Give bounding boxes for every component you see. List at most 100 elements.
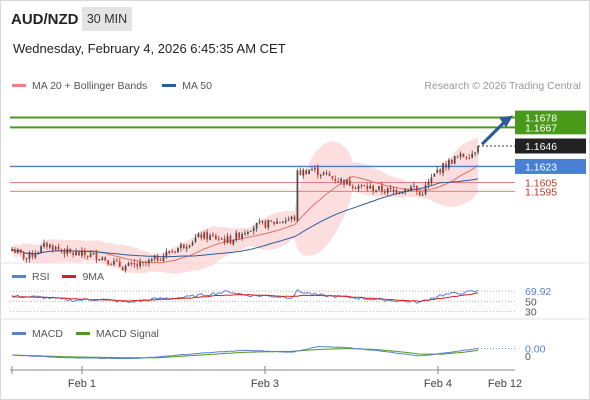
candle-body	[316, 167, 319, 175]
candle-body	[37, 252, 40, 254]
candle-body	[354, 188, 357, 190]
candle-body	[395, 190, 398, 194]
candle-body	[410, 186, 412, 191]
rsi-axis-label-30: 30	[525, 306, 537, 318]
candle-body	[215, 235, 217, 240]
macd-axis-label-0: 0	[525, 351, 531, 363]
candle-body	[389, 187, 392, 190]
candle-body	[281, 221, 284, 224]
x-tick-label-Feb-1: Feb 1	[68, 378, 96, 390]
candle-body	[375, 190, 377, 192]
candle-body	[212, 234, 214, 236]
ma50-line	[11, 178, 479, 258]
candle-body	[459, 153, 462, 157]
x-tick-label-Feb-12: Feb 12	[488, 378, 522, 390]
candle-body	[363, 184, 366, 187]
last-price-tag	[515, 138, 586, 154]
candle-body	[249, 230, 252, 232]
legend-9ma: 9MA	[62, 271, 104, 283]
candle-body	[153, 255, 156, 259]
macd-line	[11, 346, 478, 360]
candle-body	[325, 173, 328, 175]
candle-body	[258, 221, 261, 223]
candle-body	[471, 153, 474, 158]
candle-body	[51, 245, 54, 251]
candle-body	[255, 222, 258, 229]
candle-body	[407, 189, 409, 191]
candle-body	[337, 181, 340, 183]
legend-rsi: RSI	[12, 271, 50, 283]
candle-body	[217, 238, 220, 240]
candle-body	[28, 252, 31, 259]
macd-legend: MACD MACD Signal	[12, 328, 159, 340]
candle-body	[107, 260, 109, 265]
candle-body	[57, 246, 60, 250]
candle-body	[331, 176, 334, 179]
candle-body	[357, 186, 360, 189]
candle-body	[83, 251, 86, 256]
candle-body	[276, 221, 278, 224]
candle-body	[424, 185, 427, 195]
candle-body	[78, 252, 80, 256]
candle-body	[308, 170, 310, 174]
candle-body	[381, 185, 383, 192]
candle-body	[348, 179, 351, 186]
candle-body	[22, 251, 25, 259]
candle-body	[124, 265, 127, 271]
candle-body	[43, 243, 45, 247]
legend-ma50: MA 50	[162, 80, 212, 92]
candle-body	[299, 170, 302, 175]
candle-body	[113, 260, 115, 265]
candle-body	[386, 188, 389, 193]
candle-body	[159, 259, 162, 261]
candle-body	[14, 249, 16, 253]
candle-body	[133, 263, 136, 265]
candle-body	[232, 240, 235, 245]
candle-body	[185, 247, 188, 249]
candle-body	[241, 234, 243, 239]
candle-body	[69, 248, 72, 253]
candle-body	[383, 191, 386, 193]
tag-label-1.1646: 1.1646	[525, 141, 557, 153]
candle-body	[244, 232, 246, 234]
candle-body	[418, 191, 421, 196]
candle-body	[247, 232, 249, 234]
timeframe-button[interactable]: 30 MIN	[82, 7, 132, 31]
target-zone-tag	[515, 110, 586, 135]
candle-body	[351, 186, 354, 189]
candle-body	[439, 169, 442, 173]
candle-body	[136, 264, 139, 267]
bollinger-band-area	[12, 137, 478, 274]
rsi-9ma-line	[11, 292, 479, 303]
candle-body	[150, 259, 153, 261]
candle-body	[279, 222, 281, 224]
candle-body	[450, 159, 453, 164]
tag-label-1.1623: 1.1623	[525, 161, 557, 173]
candle-body	[366, 185, 369, 190]
candle-body	[468, 157, 471, 159]
pair-title: AUD/NZD	[11, 11, 79, 28]
candle-body	[378, 186, 380, 190]
candle-body	[194, 237, 197, 242]
candle-body	[369, 186, 372, 189]
candle-body	[293, 216, 296, 220]
candle-body	[168, 251, 171, 254]
datetime-label: Wednesday, February 4, 2026 6:45:35 AM C…	[13, 41, 286, 56]
candle-body	[448, 160, 450, 168]
candle-body	[314, 168, 316, 170]
credit-label: Research © 2026 Trading Central	[424, 80, 581, 92]
candle-body	[456, 156, 459, 158]
candle-body	[142, 262, 144, 264]
x-tick-label-Feb-3: Feb 3	[251, 378, 279, 390]
candle-body	[302, 169, 305, 176]
candle-body	[462, 153, 465, 157]
candle-body	[110, 264, 112, 266]
candle-body	[86, 255, 89, 258]
candle-body	[118, 261, 121, 267]
candle-body	[165, 251, 168, 257]
tag-label-1.1605: 1.1605	[525, 177, 557, 189]
candle-body	[101, 257, 104, 260]
candle-body	[319, 175, 322, 177]
candle-body	[188, 245, 191, 248]
tag-label-1.1595: 1.1595	[525, 186, 557, 198]
